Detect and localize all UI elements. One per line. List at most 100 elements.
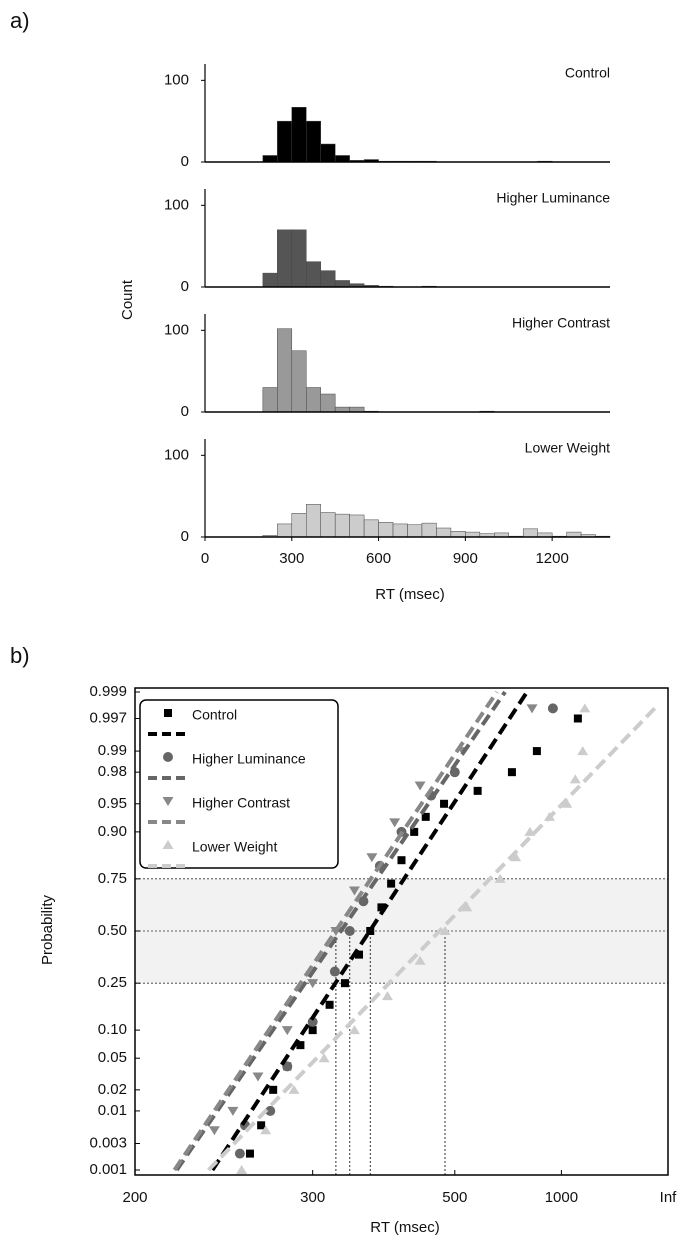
y-tick-label: 0 (181, 278, 189, 295)
bar (436, 527, 452, 538)
point (569, 774, 581, 784)
bar (262, 155, 278, 163)
bar (320, 393, 336, 413)
y-tick-label: 0.10 (98, 1021, 127, 1038)
point (227, 1106, 239, 1116)
point (318, 1053, 330, 1063)
y-tick-label: 0.01 (98, 1102, 127, 1119)
point (344, 926, 355, 936)
point (449, 767, 460, 778)
point (308, 1026, 317, 1035)
point (340, 979, 349, 988)
point (579, 703, 591, 713)
point (440, 799, 449, 808)
y-tick-label: 0.50 (98, 922, 127, 939)
y-tick-label: 0.90 (98, 823, 127, 840)
x-tick-label: 1000 (545, 1189, 578, 1206)
y-axis-label: Probability (39, 894, 56, 965)
x-axis-label: RT (msec) (375, 586, 444, 603)
point (269, 1085, 278, 1094)
x-axis-label: RT (msec) (370, 1219, 439, 1236)
bar (349, 514, 365, 538)
y-tick-label: 0.003 (89, 1134, 127, 1151)
point (510, 852, 522, 862)
panel-title: Higher Luminance (496, 190, 610, 206)
y-tick-label: 0.98 (98, 763, 127, 780)
point (573, 714, 582, 723)
bar (334, 513, 350, 538)
bar (334, 155, 350, 163)
panel-title: Higher Contrast (512, 315, 610, 331)
point (461, 902, 473, 912)
bar (522, 528, 538, 538)
x-tick-label: 0 (201, 550, 209, 567)
legend-marker (162, 840, 174, 849)
bar (291, 229, 307, 288)
bar (320, 512, 336, 538)
point (577, 746, 589, 756)
legend-label: Higher Luminance (192, 751, 306, 767)
point (439, 926, 451, 935)
y-tick-label: 0.05 (98, 1049, 127, 1066)
bar (334, 280, 350, 288)
y-tick-label: 0.25 (98, 974, 127, 991)
point (561, 798, 573, 808)
y-tick-label: 100 (164, 321, 189, 338)
bar (291, 350, 307, 413)
bar (450, 531, 466, 538)
bar (421, 522, 437, 538)
point (288, 1084, 300, 1094)
point (507, 768, 516, 777)
point (307, 1016, 318, 1027)
y-tick-label: 100 (164, 71, 189, 88)
y-tick-label: 0.02 (98, 1081, 127, 1098)
fit-line (172, 690, 499, 1172)
x-tick-label: 300 (279, 550, 304, 567)
legend-label: Higher Contrast (192, 795, 290, 811)
point (387, 879, 396, 888)
point (329, 966, 340, 977)
point (307, 979, 319, 989)
point (377, 903, 386, 912)
panel-label: a) (10, 8, 30, 33)
point (366, 853, 378, 863)
point (421, 812, 430, 821)
point (381, 991, 393, 1001)
point (348, 886, 360, 896)
y-tick-label: 100 (164, 196, 189, 213)
bar (363, 519, 379, 538)
bar (277, 120, 293, 163)
legend-marker (162, 797, 174, 806)
bar (407, 524, 423, 538)
y-tick-label: 0 (181, 528, 189, 545)
x-tick-label: 1200 (535, 550, 568, 567)
y-tick-label: 0 (181, 153, 189, 170)
point (245, 1149, 254, 1158)
y-tick-label: 0.001 (89, 1161, 127, 1178)
point (260, 1125, 272, 1135)
y-tick-label: 0.999 (89, 683, 127, 700)
y-tick-label: 0.997 (89, 709, 127, 726)
y-tick-label: 0.75 (98, 870, 127, 887)
x-tick-label: 300 (300, 1189, 325, 1206)
point (473, 786, 482, 795)
point (252, 1072, 264, 1082)
y-tick-label: 0.95 (98, 795, 127, 812)
bar (306, 120, 321, 163)
x-tick-label: Inf (660, 1189, 678, 1206)
fit-line (210, 690, 529, 1172)
y-tick-label: 0 (181, 403, 189, 420)
x-tick-label: 900 (453, 550, 478, 567)
bar (306, 387, 321, 413)
bar (277, 229, 293, 288)
point (281, 1026, 293, 1036)
legend-marker (163, 752, 173, 762)
bar (320, 270, 336, 288)
legend-box (139, 699, 339, 869)
point (296, 1041, 305, 1050)
bar (262, 272, 278, 288)
bar (306, 504, 321, 538)
point (366, 927, 375, 935)
panel-label: b) (10, 643, 30, 668)
